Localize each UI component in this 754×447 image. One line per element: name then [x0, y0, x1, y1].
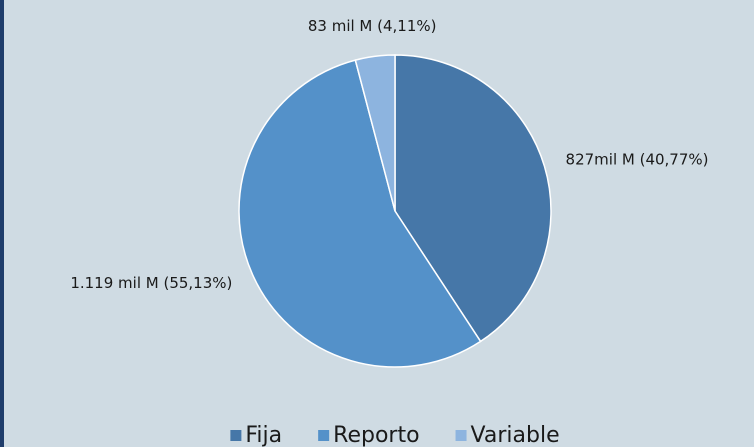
data-label: 1.119 mil M (55,13%) — [70, 274, 232, 292]
legend-swatch — [230, 430, 242, 441]
legend-swatch — [455, 430, 467, 441]
pie-slice — [354, 54, 396, 212]
pie-slice — [238, 59, 482, 368]
data-label: 827mil M (40,77%) — [566, 151, 709, 169]
legend-label: Reporto — [333, 423, 419, 447]
legend-label: Fija — [245, 423, 282, 447]
legend-label: Variable — [471, 423, 560, 447]
left-border — [0, 0, 4, 447]
data-label: 83 mil M (4,11%) — [308, 17, 437, 35]
legend-swatch — [318, 430, 330, 441]
